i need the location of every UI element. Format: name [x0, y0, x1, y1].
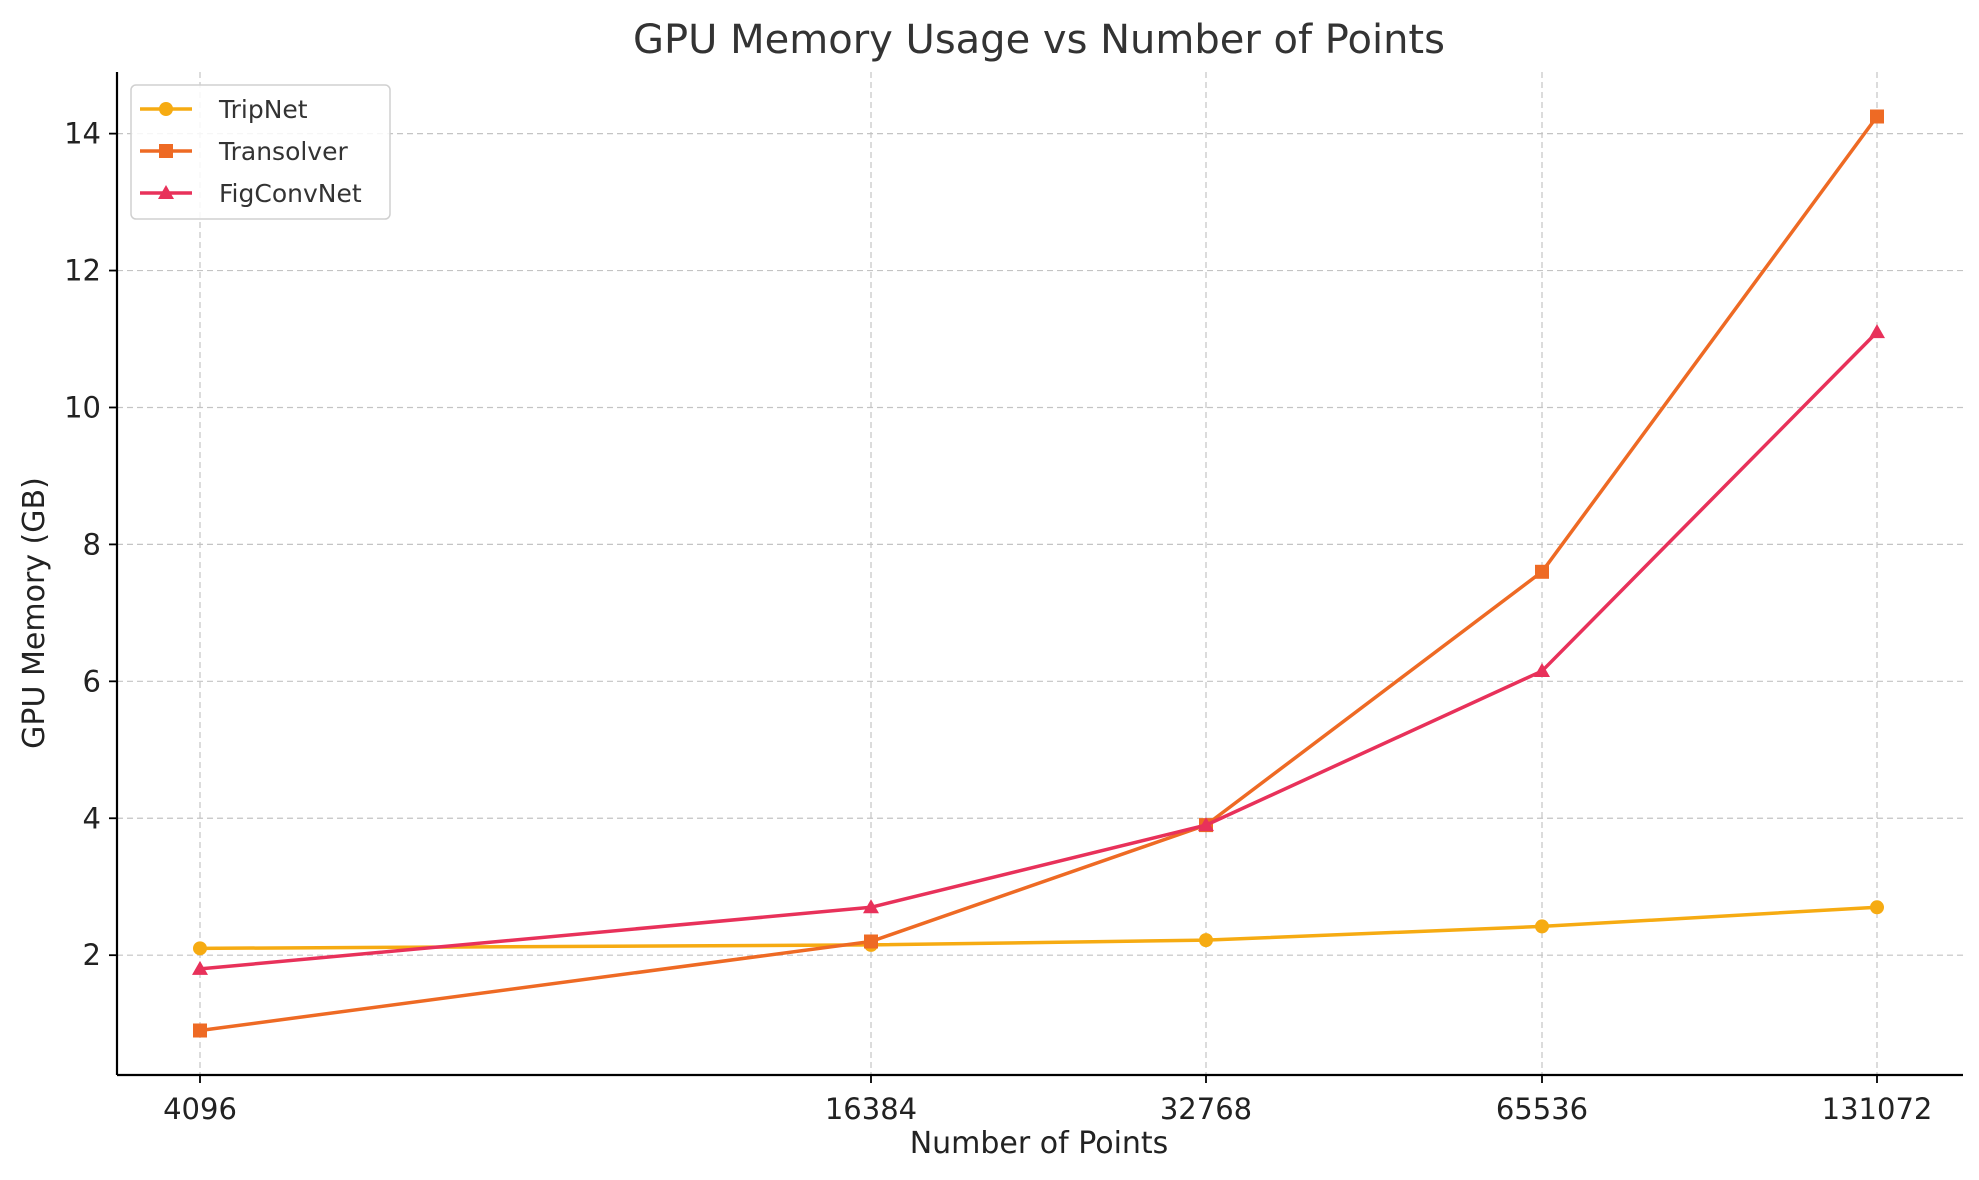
legend: TripNet Transolver FigConvNet	[130, 84, 391, 220]
data-point-figconvnet	[1198, 817, 1214, 832]
legend-label: TripNet	[218, 95, 308, 124]
x-axis-label: Number of Points	[910, 1126, 1169, 1161]
data-point-tripnet	[193, 941, 207, 956]
y-tick-label: 6	[83, 664, 101, 698]
y-tick-label: 4	[83, 801, 101, 835]
y-tick-label: 8	[83, 527, 101, 561]
data-point-figconvnet	[192, 960, 208, 975]
y-tick-label: 12	[64, 254, 101, 288]
data-point-transolver	[1870, 109, 1884, 124]
legend-marker-tripnet	[159, 102, 173, 116]
legend-label: FigConvNet	[219, 179, 362, 208]
data-point-figconvnet	[863, 899, 879, 914]
data-point-figconvnet	[1869, 324, 1885, 339]
legend-label: Transolver	[218, 137, 348, 166]
series-line-figconvnet	[199, 330, 1879, 971]
y-tick-label: 2	[83, 938, 101, 972]
axes: 4096 16384 32768 65536 131072 2 4 6 8 10 12 14	[64, 72, 1963, 1126]
legend-box	[130, 84, 391, 220]
y-axis-label: GPU Memory (GB)	[17, 477, 52, 749]
legend-marker-figconvnet	[158, 185, 174, 199]
series-layer	[192, 109, 1885, 1038]
legend-item-tripnet: TripNet	[140, 95, 308, 124]
series-line-transolver	[199, 115, 1879, 1033]
data-point-tripnet	[1199, 933, 1213, 948]
gridlines	[117, 72, 1963, 1075]
y-tick-label: 10	[64, 390, 101, 424]
series-transolver	[193, 109, 1884, 1038]
x-tick-label: 4096	[163, 1092, 237, 1126]
x-tick-label: 131072	[1822, 1092, 1933, 1126]
legend-item-transolver: Transolver	[140, 137, 348, 166]
legend-marker-transolver	[159, 144, 173, 158]
series-figconvnet	[192, 324, 1885, 975]
data-point-tripnet	[1870, 900, 1884, 915]
y-tick-label: 14	[64, 117, 101, 151]
data-point-transolver	[864, 934, 878, 949]
data-point-transolver	[1535, 564, 1549, 579]
series-line-tripnet	[199, 905, 1878, 951]
data-point-figconvnet	[1534, 663, 1550, 678]
x-tick-label: 65536	[1496, 1092, 1588, 1126]
x-tick-label: 16384	[825, 1092, 917, 1126]
data-point-tripnet	[1535, 919, 1549, 934]
x-tick-label: 32768	[1160, 1092, 1252, 1126]
data-point-transolver	[193, 1023, 207, 1038]
chart-title: GPU Memory Usage vs Number of Points	[633, 17, 1445, 63]
legend-item-figconvnet: FigConvNet	[140, 179, 362, 208]
